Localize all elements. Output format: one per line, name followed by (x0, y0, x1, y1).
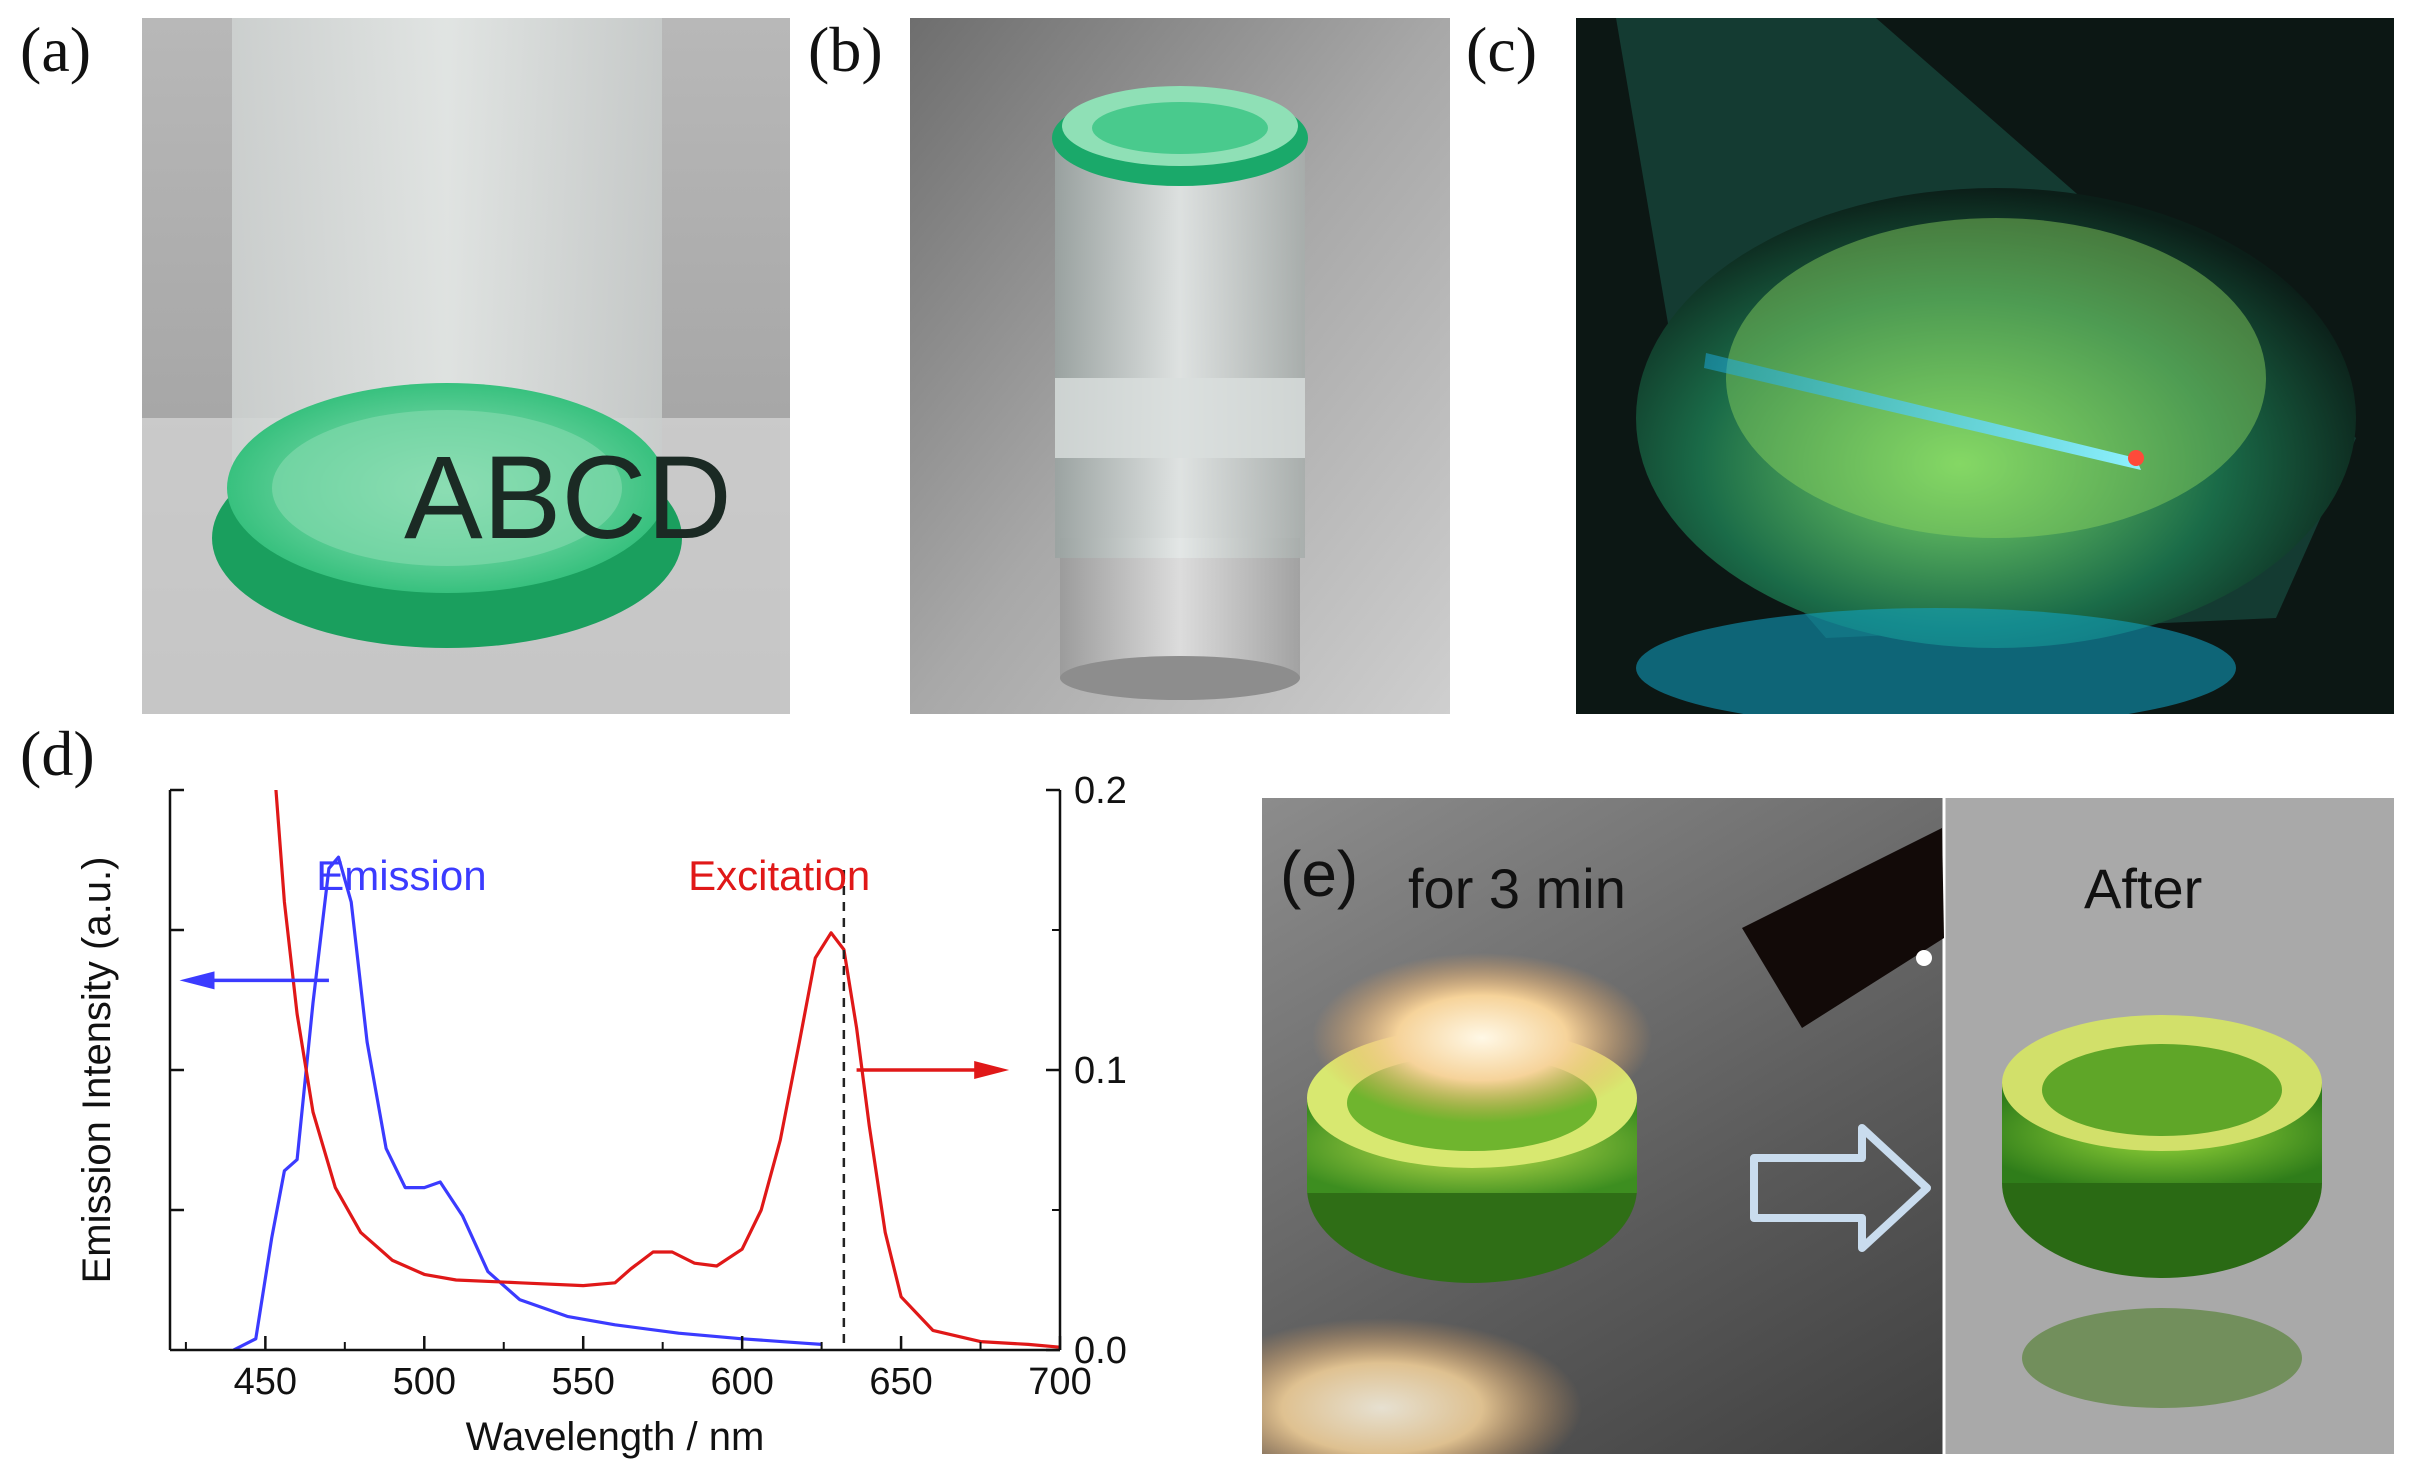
y-axis-left-label: Emission Intensity (a.u.) (75, 857, 119, 1284)
panel-label-d: (d) (20, 718, 95, 789)
photo-a-vial-on-letters: ABCD (142, 18, 790, 714)
y-right-tick-label-0.1: 0.1 (1074, 1050, 1127, 1092)
x-tick-label-650: 650 (869, 1361, 932, 1403)
photo-c-laser-vial (1576, 18, 2394, 714)
x-tick-label-700: 700 (1028, 1361, 1091, 1403)
caption-for-3-min: for 3 min (1408, 857, 1626, 920)
panel-label-a: (a) (20, 14, 92, 85)
photo-a-letters: ABCD (404, 432, 732, 564)
series-line-excitation (274, 790, 1060, 1349)
caption-after: After (2084, 857, 2202, 920)
x-tick-label-450: 450 (234, 1361, 297, 1403)
photo-e-torch-test: (e) for 3 min After (1262, 798, 2394, 1454)
x-tick-label-500: 500 (393, 1361, 456, 1403)
panel-label-b: (b) (808, 14, 883, 85)
series-line-emission (232, 855, 822, 1350)
y-right-tick-label-0.0: 0.0 (1074, 1330, 1127, 1372)
chart-d: 450 500 550 600 650 700 0.0 0.1 0.2 Wavelength / … (70, 770, 1205, 1470)
y-right-tick-label-0.2: 0.2 (1074, 770, 1127, 812)
annotation-emission: Emission (316, 852, 486, 899)
x-tick-label-600: 600 (710, 1361, 773, 1403)
excitation-arrow-head (974, 1061, 1010, 1079)
photo-b-tall-vial (910, 18, 1450, 714)
x-tick-label-550: 550 (552, 1361, 615, 1403)
x-axis-label: Wavelength / nm (466, 1415, 765, 1459)
emission-arrow-head (179, 971, 215, 990)
panel-label-c: (c) (1466, 14, 1538, 85)
annotation-excitation: Excitation (688, 852, 870, 899)
panel-label-e: (e) (1280, 838, 1358, 910)
